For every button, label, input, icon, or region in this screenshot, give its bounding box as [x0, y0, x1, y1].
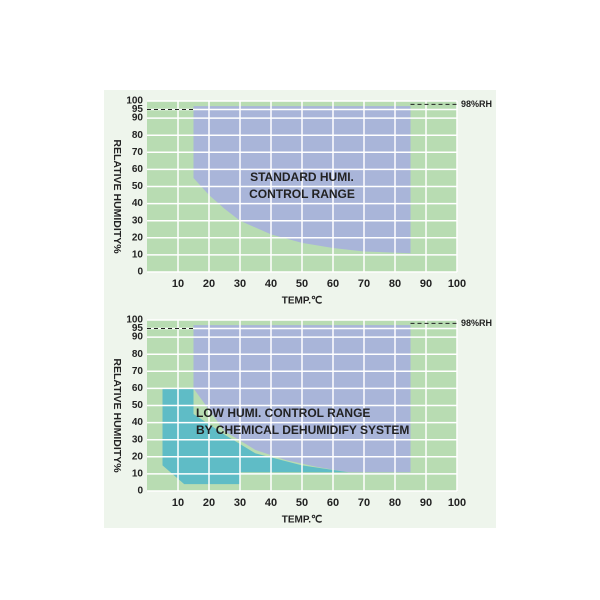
reference-label: 98%RH: [461, 318, 492, 328]
region-label: LOW HUMI. CONTROL RANGE: [196, 406, 370, 420]
reference-label: 98%RH: [461, 99, 492, 109]
y-tick-label: 80: [132, 349, 144, 360]
y-tick-label: 0: [137, 267, 143, 278]
y-tick-label: 90: [132, 113, 144, 124]
x-tick-label: 90: [420, 497, 432, 509]
y-tick-label: 0: [137, 486, 143, 497]
y-tick-label: 20: [132, 451, 144, 462]
y-tick-label: 70: [132, 147, 144, 158]
x-tick-label: 30: [234, 278, 246, 290]
x-tick-label: 70: [358, 497, 370, 509]
y-tick-label: 20: [132, 232, 144, 243]
y-tick-label: 90: [132, 332, 144, 343]
x-tick-label: 50: [296, 278, 308, 290]
y-tick-label: 80: [132, 130, 144, 141]
y-tick-label: 50: [132, 181, 144, 192]
x-tick-label: 50: [296, 497, 308, 509]
y-tick-label: 60: [132, 164, 144, 175]
x-tick-label: 10: [172, 278, 184, 290]
x-tick-label: 80: [389, 497, 401, 509]
y-tick-label: 30: [132, 434, 144, 445]
y-tick-label: 95: [132, 104, 144, 115]
region-label: BY CHEMICAL DEHUMIDIFY SYSTEM: [196, 423, 409, 437]
x-tick-label: 100: [448, 497, 466, 509]
y-tick-label: 100: [126, 315, 143, 326]
x-tick-label: 10: [172, 497, 184, 509]
y-tick-label: 40: [132, 417, 144, 428]
x-tick-label: 40: [265, 278, 277, 290]
y-tick-label: 10: [132, 469, 144, 480]
y-axis-label: RELATIVE HUMIDITY%: [111, 358, 123, 473]
x-tick-label: 20: [203, 278, 215, 290]
x-tick-label: 90: [420, 278, 432, 290]
x-tick-label: 70: [358, 278, 370, 290]
x-axis-label: TEMP.℃: [282, 296, 323, 307]
x-tick-label: 100: [448, 278, 466, 290]
region-label: CONTROL RANGE: [249, 187, 355, 201]
x-axis-label: TEMP.℃: [282, 515, 323, 526]
y-axis-label: RELATIVE HUMIDITY%: [111, 139, 123, 254]
x-tick-label: 60: [327, 278, 339, 290]
x-tick-label: 60: [327, 497, 339, 509]
x-tick-label: 40: [265, 497, 277, 509]
y-tick-label: 60: [132, 383, 144, 394]
y-tick-label: 10: [132, 250, 144, 261]
y-tick-label: 40: [132, 198, 144, 209]
x-tick-label: 80: [389, 278, 401, 290]
y-tick-label: 100: [126, 96, 143, 107]
y-tick-label: 95: [132, 323, 144, 334]
y-tick-label: 70: [132, 366, 144, 377]
x-tick-label: 20: [203, 497, 215, 509]
y-tick-label: 30: [132, 215, 144, 226]
x-tick-label: 30: [234, 497, 246, 509]
y-tick-label: 50: [132, 400, 144, 411]
region-label: STANDARD HUMI.: [250, 170, 354, 184]
